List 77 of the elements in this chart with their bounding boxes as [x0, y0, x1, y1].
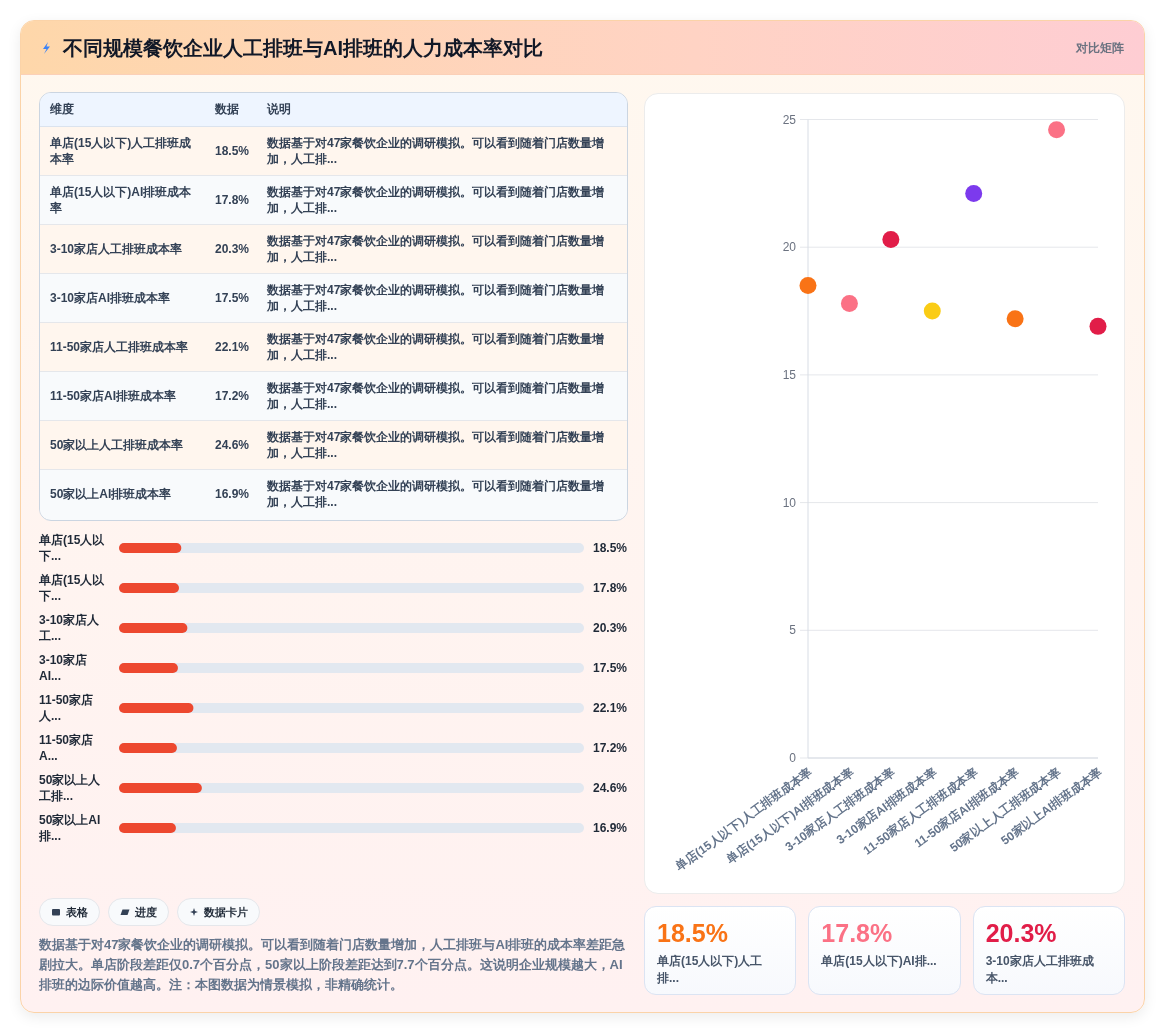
data-label: 16.9%: [593, 821, 628, 835]
data-label: 16.9%: [205, 469, 257, 518]
bar: [119, 583, 179, 593]
category-label: 单店(15人以下)人工排...: [657, 953, 764, 987]
text: 数据基于对47家餐饮企业的调研模拟。可以看到随着门店数量增加，人工排...: [257, 469, 627, 518]
bar: [119, 623, 188, 633]
category-label: 单店(15人以下)AI排...: [821, 953, 938, 970]
category-label: 表格: [66, 904, 88, 920]
y-tick-label: 单店(15人以下...: [39, 572, 106, 604]
category-label: 50家以上AI排班成本率: [40, 469, 205, 518]
point: [1089, 317, 1107, 335]
point: [799, 277, 817, 295]
category-label: 11-50家店AI排班成本率: [40, 371, 205, 420]
text: 不同规模餐饮企业人工排班与AI排班的人力成本率对比: [63, 36, 543, 61]
data-label: 24.6%: [593, 781, 628, 795]
text: 数据基于对47家餐饮企业的调研模拟。可以看到随着门店数量增加，人工排...: [257, 273, 627, 322]
point: [1048, 121, 1066, 139]
data-label: 17.8%: [205, 175, 257, 224]
text: 数据基于对47家餐饮企业的调研模拟。可以看到随着门店数量增加，人工排...: [257, 126, 627, 175]
category-label: 进度: [135, 904, 157, 920]
y-tick-label: 20: [782, 240, 797, 255]
y-tick-label: 50家以上AI排...: [39, 812, 102, 844]
data-label: 17.5%: [205, 273, 257, 322]
data-label: 17.2%: [593, 741, 628, 755]
point: [882, 231, 900, 249]
y-tick-label: 5: [789, 623, 797, 638]
bar: [119, 543, 182, 553]
y-tick-label: 单店(15人以下...: [39, 532, 106, 564]
data-label: 20.3%: [593, 621, 628, 635]
point: [923, 302, 941, 320]
text: 维度: [40, 93, 205, 126]
y-tick-label: 11-50家店A...: [39, 732, 95, 764]
text: 数据基于对47家餐饮企业的调研模拟。可以看到随着门店数量增加，人工排...: [257, 322, 627, 371]
data-label: 18.5%: [205, 126, 257, 175]
y-tick-label: 3-10家店AI...: [39, 652, 89, 684]
category-label: 数据卡片: [204, 904, 248, 920]
data-label: 17.8%: [593, 581, 628, 595]
data-label: 22.1%: [205, 322, 257, 371]
category-label: 50家以上人工排班成本率: [40, 420, 205, 469]
y-tick-label: 10: [782, 495, 797, 510]
bar: [119, 823, 176, 833]
text: 数据基于对47家餐饮企业的调研模拟。可以看到随着门店数量增加，人工排...: [257, 224, 627, 273]
data-label: 20.3%: [985, 918, 1058, 948]
data-label: 17.5%: [593, 661, 628, 675]
data-label: 24.6%: [205, 420, 257, 469]
y-tick-label: 3-10家店人工...: [39, 612, 101, 644]
category-label: 11-50家店人工排班成本率: [40, 322, 205, 371]
y-tick-label: 25: [782, 112, 797, 127]
data-label: 17.8%: [821, 918, 894, 948]
text: 对比矩阵: [1076, 40, 1124, 57]
point: [965, 185, 983, 203]
point: [1006, 310, 1024, 328]
category-label: 单店(15人以下)人工排班成本率: [40, 126, 205, 175]
category-label: 3-10家店人工排班成本...: [985, 953, 1095, 987]
data-label: 17.2%: [205, 371, 257, 420]
text: 数据基于对47家餐饮企业的调研模拟。可以看到随着门店数量增加，人工排班与AI排班的成本率差距急剧拉大。单店阶段差距仅0.7个百分点，50家以上阶段差距达到7.7个百分点。这说明企业规模越大，AI排班的边际价值越高。注：本图数据为情景模拟，非精确统计。: [39, 936, 627, 994]
y-tick-label: 11-50家店人...: [39, 692, 95, 724]
category-label: 3-10家店人工排班成本率: [40, 224, 205, 273]
text: 数据基于对47家餐饮企业的调研模拟。可以看到随着门店数量增加，人工排...: [257, 371, 627, 420]
text: 数据: [205, 93, 257, 126]
category-label: 3-10家店AI排班成本率: [40, 273, 205, 322]
category-label: 单店(15人以下)AI排班成本率: [40, 175, 205, 224]
bar: [119, 783, 202, 793]
bar: [119, 743, 177, 753]
bar: [119, 703, 194, 713]
bar: [119, 663, 178, 673]
point: [840, 294, 858, 312]
data-label: 18.5%: [657, 918, 729, 948]
y-tick-label: 50家以上人工排...: [39, 772, 102, 804]
data-label: 18.5%: [593, 541, 628, 555]
text: 说明: [257, 93, 627, 126]
data-label: 22.1%: [593, 701, 628, 715]
y-tick-label: 0: [789, 751, 797, 765]
text: 数据基于对47家餐饮企业的调研模拟。可以看到随着门店数量增加，人工排...: [257, 175, 627, 224]
y-tick-label: 15: [782, 367, 797, 382]
data-label: 20.3%: [205, 224, 257, 273]
text: 数据基于对47家餐饮企业的调研模拟。可以看到随着门店数量增加，人工排...: [257, 420, 627, 469]
